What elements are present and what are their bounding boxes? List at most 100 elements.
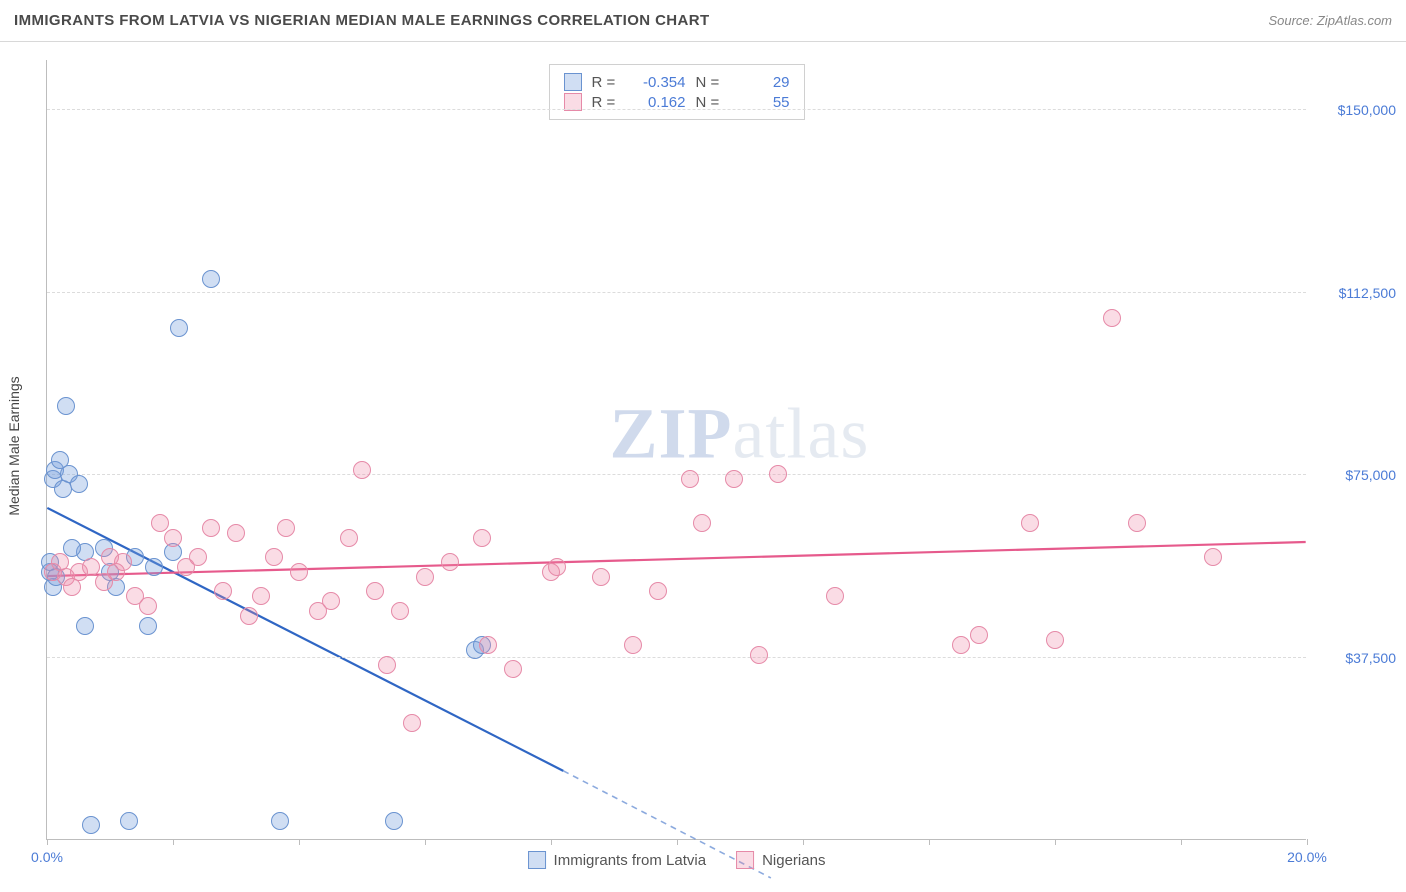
scatter-plot-area: ZIPatlas R = -0.354 N = 29 R = 0.162 N =…: [46, 60, 1306, 840]
data-point-latvia: [385, 812, 403, 830]
data-point-nigerians: [548, 558, 566, 576]
x-tick: [929, 839, 930, 845]
source-label: Source: ZipAtlas.com: [1268, 13, 1392, 28]
legend-label-nigerians: Nigerians: [762, 852, 825, 869]
data-point-nigerians: [227, 524, 245, 542]
data-point-latvia: [202, 270, 220, 288]
data-point-nigerians: [353, 461, 371, 479]
legend-item-latvia: Immigrants from Latvia: [528, 851, 707, 869]
watermark: ZIPatlas: [609, 392, 869, 475]
x-tick: [551, 839, 552, 845]
data-point-nigerians: [189, 548, 207, 566]
data-point-nigerians: [340, 529, 358, 547]
x-tick: [1307, 839, 1308, 845]
data-point-nigerians: [240, 607, 258, 625]
r-value-latvia: -0.354: [626, 74, 686, 91]
y-tick-label: $150,000: [1316, 102, 1396, 118]
header-bar: IMMIGRANTS FROM LATVIA VS NIGERIAN MEDIA…: [0, 0, 1406, 42]
gridline: $75,000: [47, 474, 1306, 475]
correlation-row-latvia: R = -0.354 N = 29: [564, 73, 790, 91]
data-point-nigerians: [504, 660, 522, 678]
legend-item-nigerians: Nigerians: [736, 851, 825, 869]
gridline: $112,500: [47, 292, 1306, 293]
data-point-nigerians: [277, 519, 295, 537]
data-point-nigerians: [681, 470, 699, 488]
data-point-nigerians: [139, 597, 157, 615]
data-point-nigerians: [378, 656, 396, 674]
r-label: R =: [592, 74, 616, 91]
data-point-latvia: [145, 558, 163, 576]
gridline: $37,500: [47, 657, 1306, 658]
data-point-nigerians: [202, 519, 220, 537]
data-point-nigerians: [479, 636, 497, 654]
data-point-nigerians: [252, 587, 270, 605]
n-value-latvia: 29: [730, 74, 790, 91]
data-point-nigerians: [1103, 309, 1121, 327]
data-point-nigerians: [693, 514, 711, 532]
data-point-nigerians: [970, 626, 988, 644]
data-point-latvia: [82, 816, 100, 834]
data-point-latvia: [63, 539, 81, 557]
data-point-nigerians: [592, 568, 610, 586]
data-point-latvia: [70, 475, 88, 493]
data-point-latvia: [271, 812, 289, 830]
x-tick: [425, 839, 426, 845]
data-point-nigerians: [769, 465, 787, 483]
y-tick-label: $75,000: [1316, 467, 1396, 483]
data-point-latvia: [57, 397, 75, 415]
y-axis-label: Median Male Earnings: [6, 376, 22, 515]
swatch-latvia: [528, 851, 546, 869]
chart-title: IMMIGRANTS FROM LATVIA VS NIGERIAN MEDIA…: [14, 12, 710, 29]
data-point-nigerians: [214, 582, 232, 600]
x-tick: [47, 839, 48, 845]
data-point-nigerians: [164, 529, 182, 547]
y-tick-label: $37,500: [1316, 650, 1396, 666]
swatch-nigerians: [736, 851, 754, 869]
data-point-nigerians: [725, 470, 743, 488]
data-point-nigerians: [1204, 548, 1222, 566]
x-tick: [803, 839, 804, 845]
legend-label-latvia: Immigrants from Latvia: [554, 852, 707, 869]
data-point-nigerians: [649, 582, 667, 600]
correlation-legend: R = -0.354 N = 29 R = 0.162 N = 55: [549, 64, 805, 120]
x-tick-label: 20.0%: [1287, 849, 1327, 865]
x-tick: [1055, 839, 1056, 845]
data-point-nigerians: [63, 578, 81, 596]
data-point-nigerians: [1128, 514, 1146, 532]
data-point-latvia: [120, 812, 138, 830]
data-point-nigerians: [107, 563, 125, 581]
data-point-nigerians: [151, 514, 169, 532]
data-point-latvia: [170, 319, 188, 337]
data-point-nigerians: [1021, 514, 1039, 532]
data-point-nigerians: [322, 592, 340, 610]
watermark-prefix: ZIP: [609, 393, 732, 473]
data-point-latvia: [76, 617, 94, 635]
data-point-nigerians: [290, 563, 308, 581]
data-point-nigerians: [1046, 631, 1064, 649]
x-tick-label: 0.0%: [31, 849, 63, 865]
x-tick: [677, 839, 678, 845]
n-label: N =: [696, 74, 720, 91]
data-point-nigerians: [366, 582, 384, 600]
data-point-nigerians: [416, 568, 434, 586]
y-tick-label: $112,500: [1316, 285, 1396, 301]
watermark-suffix: atlas: [732, 393, 869, 473]
x-tick: [299, 839, 300, 845]
x-tick: [1181, 839, 1182, 845]
data-point-nigerians: [441, 553, 459, 571]
data-point-nigerians: [82, 558, 100, 576]
data-point-nigerians: [473, 529, 491, 547]
data-point-nigerians: [624, 636, 642, 654]
data-point-nigerians: [265, 548, 283, 566]
data-point-latvia: [139, 617, 157, 635]
data-point-nigerians: [391, 602, 409, 620]
trendline-nigerians: [47, 542, 1305, 576]
gridline: $150,000: [47, 109, 1306, 110]
data-point-nigerians: [826, 587, 844, 605]
data-point-nigerians: [403, 714, 421, 732]
trendlines-layer: [47, 60, 1306, 839]
data-point-nigerians: [750, 646, 768, 664]
data-point-nigerians: [952, 636, 970, 654]
series-legend: Immigrants from Latvia Nigerians: [528, 851, 826, 869]
x-tick: [173, 839, 174, 845]
